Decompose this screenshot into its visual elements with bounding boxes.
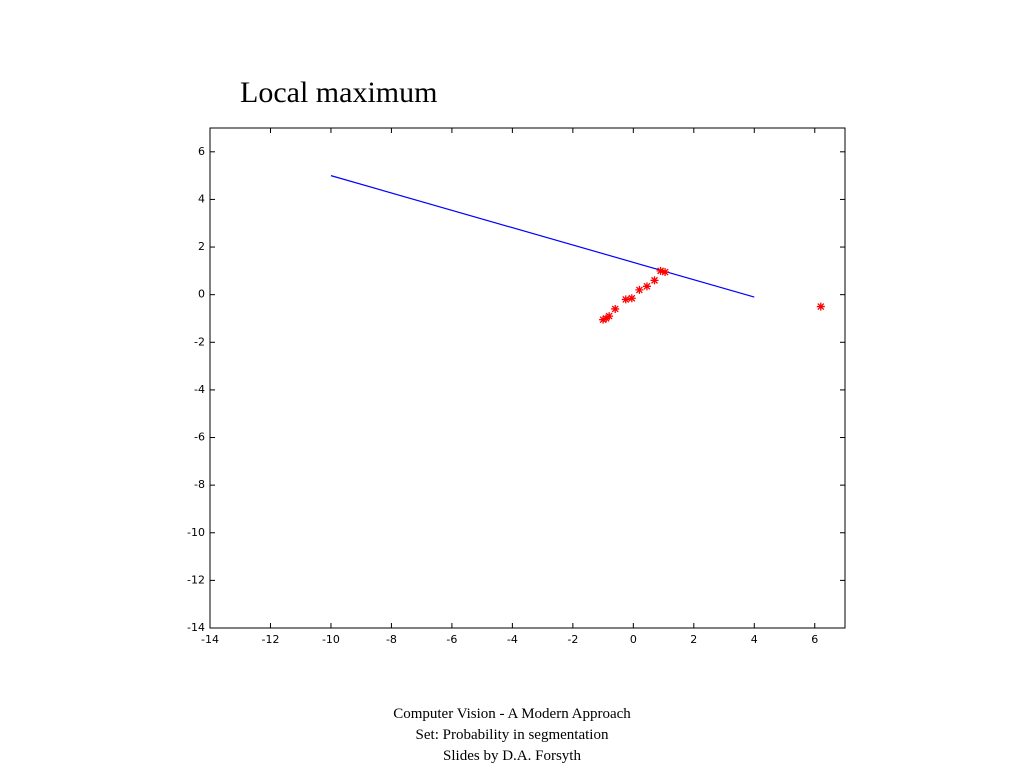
fit-line [330,175,755,298]
point [656,266,665,275]
x-tick-label: 2 [690,633,697,646]
footer-line: Computer Vision - A Modern Approach [393,706,631,722]
x-tick-label: 4 [751,633,758,646]
x-tick-label: -2 [567,633,578,646]
chart: Local maximum -14 -12 -10 -8 -6 -4 -2 0 2 4 6 -14 -1… [187,76,846,646]
y-tick-label: -12 [187,573,205,586]
plot-frame [209,127,846,629]
point [661,268,670,277]
point [642,282,651,291]
point [635,285,644,294]
point [599,315,608,324]
x-tick-label: -12 [261,633,279,646]
y-tick-label: 4 [198,192,205,205]
y-tick-label: -10 [187,526,205,539]
y-tick-label: -14 [187,621,205,634]
point [650,276,659,285]
y-tick-label: -4 [194,383,205,396]
footer-line: Slides by D.A. Forsyth [443,748,581,764]
footer-line: Set: Probability in segmentation [415,727,609,743]
x-tick-label: 6 [811,633,818,646]
point [605,312,614,321]
y-tick-label: 0 [198,288,205,301]
point [611,304,620,313]
point [621,295,630,304]
chart-title: Local maximum [240,76,437,109]
y-tick-label: -6 [194,431,205,444]
point [627,294,636,303]
y-tick-label: -8 [194,478,205,491]
point [816,302,825,311]
x-tick-label: -8 [386,633,397,646]
x-tick-label: -10 [322,633,340,646]
y-tick-label: 2 [198,240,205,253]
x-tick-label: -6 [446,633,457,646]
x-tick-label: 0 [630,633,637,646]
x-tick-label: -4 [507,633,518,646]
y-tick-label: 6 [198,145,205,158]
y-tick-label: -2 [194,335,205,348]
x-tick-label: -14 [201,633,219,646]
